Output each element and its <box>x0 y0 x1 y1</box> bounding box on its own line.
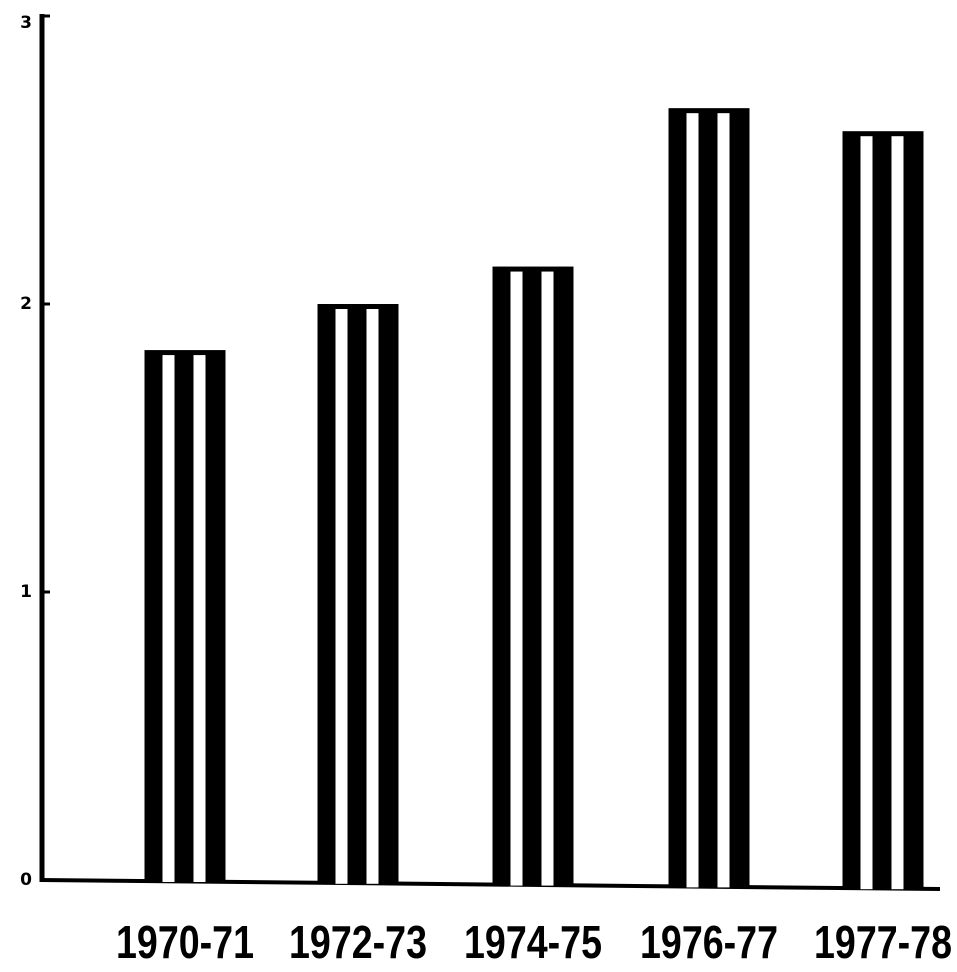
bars <box>144 108 924 890</box>
bar-stripe <box>510 271 523 886</box>
y-tick-label: 3 <box>20 13 32 33</box>
bar-stripe <box>335 309 348 884</box>
bar-1972-73 <box>317 304 399 884</box>
y-tick-label: 1 <box>20 582 32 602</box>
bar-stripe <box>162 355 175 883</box>
x-axis-labels: 1970-71 1972-73 1974-75 1976-77 1977-78 <box>116 916 952 968</box>
x-category-label: 1972-73 <box>289 916 427 968</box>
y-axis-ticks: 0 1 2 3 <box>20 13 50 890</box>
bar-body <box>144 350 226 883</box>
x-category-label: 1977-78 <box>814 916 952 968</box>
y-tick-label: 0 <box>20 870 32 890</box>
bar-stripe <box>891 136 904 890</box>
x-category-label: 1974-75 <box>464 916 602 968</box>
bar-stripe <box>193 355 206 883</box>
bar-body <box>668 108 750 888</box>
bar-1977-78 <box>842 131 924 890</box>
bar-stripe <box>860 136 873 890</box>
bar-stripe <box>717 113 730 888</box>
bar-body <box>317 304 399 884</box>
y-tick-label: 2 <box>20 294 32 314</box>
bar-body <box>842 131 924 890</box>
bar-stripe <box>366 309 379 884</box>
x-category-label: 1970-71 <box>116 916 254 968</box>
bar-1970-71 <box>144 350 226 883</box>
x-category-label: 1976-77 <box>640 916 778 968</box>
bar-stripe <box>686 113 699 888</box>
bar-body <box>492 266 574 886</box>
bar-1974-75 <box>492 266 574 886</box>
bar-1976-77 <box>668 108 750 888</box>
bar-stripe <box>541 271 554 886</box>
